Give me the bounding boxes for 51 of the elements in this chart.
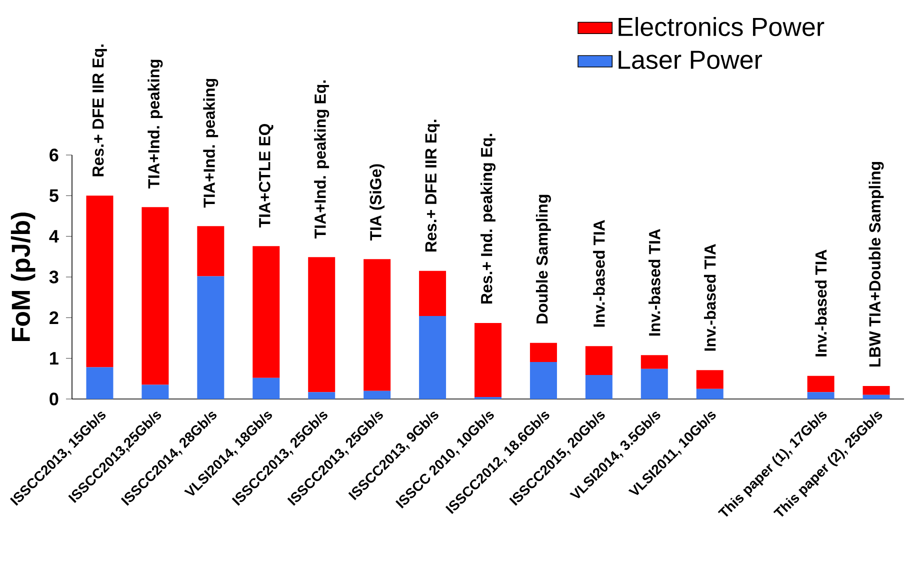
- bar: [585, 375, 612, 399]
- annotation: Double Sampling: [536, 194, 551, 324]
- bar: [197, 226, 224, 276]
- annotation: Inv.-based TIA: [648, 228, 660, 336]
- annotation: Inv.-based TIA: [704, 244, 716, 351]
- bar: [640, 355, 668, 369]
- annotation: Res.+ DFE IIR Eq.: [92, 44, 107, 176]
- y-tick-label: 0: [50, 392, 58, 406]
- bar: [364, 390, 391, 399]
- legend-label: Electronics Power: [618, 17, 824, 36]
- annotation: Res.+ DFE IIR Eq.: [425, 120, 440, 252]
- legend-label: Laser Power: [618, 50, 762, 69]
- bar: [585, 346, 612, 376]
- bar: [474, 322, 502, 397]
- bar: [696, 388, 724, 399]
- annotation: Inv.-based TIA: [593, 220, 605, 327]
- y-tick-label: 6: [50, 148, 58, 162]
- y-tick-label: 5: [49, 189, 58, 202]
- y-tick-label: 4: [49, 230, 59, 243]
- annotation: TIA (SiGe): [370, 164, 385, 241]
- bar: [419, 270, 446, 316]
- bar: [252, 246, 280, 378]
- bar: [696, 370, 724, 389]
- annotation: TIA+Ind. peaking: [148, 60, 163, 188]
- bar: [807, 376, 834, 392]
- bar: [862, 386, 890, 395]
- bar: [364, 259, 391, 391]
- bar: [640, 368, 668, 399]
- annotation: TIA+Ind. peaking: [203, 78, 218, 208]
- bar: [807, 392, 834, 399]
- annotation: LBW TIA+Double Sampling: [868, 162, 884, 367]
- annotation: Res.+ Ind. peaking Eq.: [480, 134, 496, 304]
- bar: [530, 342, 557, 362]
- bar: [197, 276, 224, 399]
- y-tick-label: 3: [49, 270, 58, 284]
- y-tick-label: 2: [50, 311, 58, 324]
- bar: [862, 394, 890, 399]
- bar: [308, 392, 336, 399]
- annotation: Inv.-based TIA: [814, 250, 827, 356]
- y-tick-label: 1: [50, 352, 58, 365]
- annotation: TIA+Ind. peaking Eq.: [314, 80, 330, 238]
- bar: [530, 362, 557, 399]
- bar: [308, 257, 336, 392]
- bar: [142, 384, 169, 399]
- bar: [252, 378, 280, 399]
- y-axis-title: FoM (pJ/b): [10, 212, 36, 341]
- bar: [419, 316, 446, 399]
- bar: [142, 207, 169, 385]
- bar: [86, 196, 114, 368]
- bar: [86, 367, 114, 399]
- annotation: TIA+CTLE EQ: [258, 124, 274, 228]
